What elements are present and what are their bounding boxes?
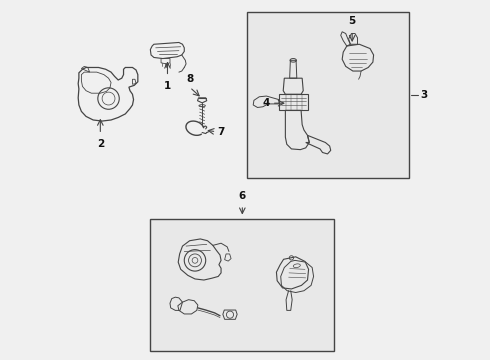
Text: 8: 8	[186, 73, 193, 84]
Text: 5: 5	[348, 17, 356, 26]
Text: 2: 2	[97, 139, 104, 149]
Text: 3: 3	[420, 90, 427, 100]
Text: 6: 6	[239, 191, 246, 201]
Text: 7: 7	[217, 127, 224, 137]
Bar	[247, 12, 409, 178]
Text: 1: 1	[164, 81, 171, 91]
Text: 4: 4	[263, 98, 270, 108]
Bar	[150, 219, 334, 351]
